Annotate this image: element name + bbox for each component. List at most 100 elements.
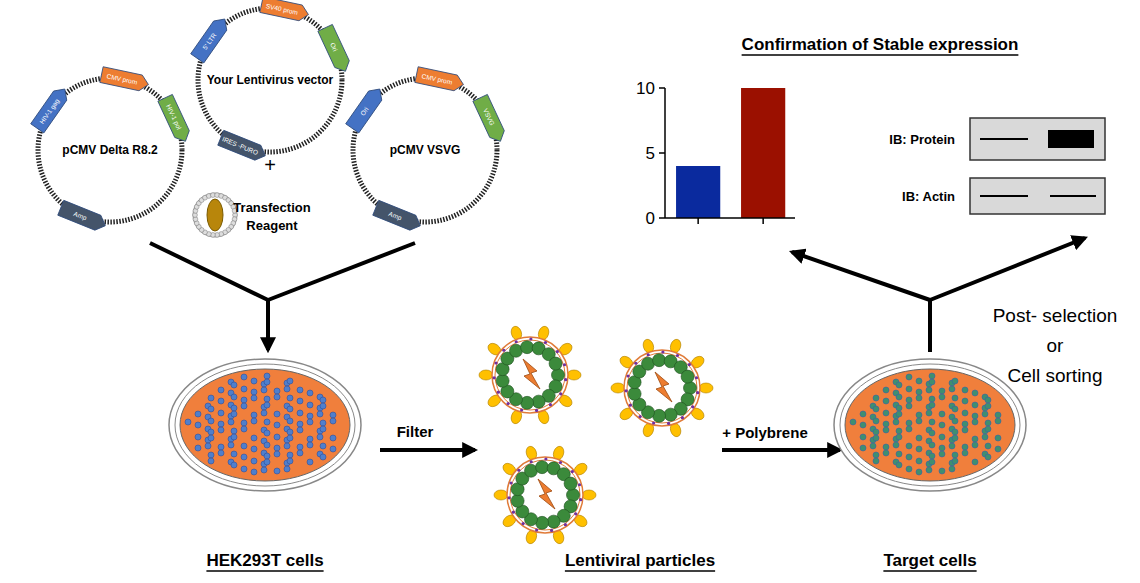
cell [985,443,991,449]
cell [307,402,313,408]
cell [939,468,945,474]
cell [939,422,945,428]
plasmid-name: pCMV Delta R8.2 [62,143,158,157]
cell [307,442,313,448]
envelope [507,457,583,533]
bar-chart: 0510 [636,79,795,228]
matrix-protein [508,496,511,499]
viral-rna [655,372,672,402]
capsid-protein [681,370,694,383]
cell [896,462,902,468]
capsid-protein [552,369,565,382]
cell [287,378,293,384]
cell [251,458,257,464]
cell [860,445,866,451]
arrow [930,238,1085,300]
envelope [510,460,580,530]
cell [297,427,303,433]
arrow [928,300,932,352]
cell [251,378,257,384]
feature-label: HIV-1 gag [38,97,61,126]
y-tick [659,152,665,154]
cell [896,411,902,417]
cell [208,395,214,401]
envelope-protein [582,490,596,500]
cell [284,443,290,449]
cell [995,446,1001,452]
capsid-protein [628,387,641,400]
cell [274,434,280,440]
cell [916,418,922,424]
plasmid-name: Your Lentivirus vector [207,73,334,87]
matrix-protein [515,340,518,343]
cell [274,422,280,428]
cell [883,398,889,404]
cell [208,452,214,458]
cell [906,403,912,409]
cell [896,428,902,434]
cell [251,469,257,475]
cell [962,387,968,393]
matrix-protein [535,528,538,531]
cell [208,418,214,424]
x-tick [762,218,764,224]
cell [870,443,876,449]
cell [297,450,303,456]
cell [195,411,201,417]
cell [906,466,912,472]
cell [985,403,991,409]
underline [742,54,1019,56]
cell [231,382,237,388]
capsid-protein [664,408,677,421]
matrix-protein [688,363,691,366]
cell [929,402,935,408]
cell [939,411,945,417]
feature: IRES -PURO [218,130,268,163]
cell [241,443,247,449]
matrix-protein [517,469,520,472]
cell [916,458,922,464]
cell [995,418,1001,424]
viral-rna [538,479,555,509]
reagent-label: Transfection [233,200,310,215]
plasmid: Your Lentivirus vector5' LTRSV40 promOri… [191,0,353,163]
feature: 5' LTR [191,14,232,62]
cell [883,387,889,393]
cell [185,419,191,425]
cell [926,410,932,416]
arrow [722,448,840,452]
capsid-protein [547,515,560,528]
envelope [492,337,568,413]
feature: Ori [346,84,387,132]
feature-arrow [58,200,108,233]
cell [883,450,889,456]
cell [228,419,234,425]
cell [231,405,237,411]
cell [264,373,270,379]
selection-label: Cell sorting [1007,365,1102,386]
cell [896,382,902,388]
cell [251,395,257,401]
liposome-core [207,199,223,231]
cell [287,395,293,401]
cell [949,443,955,449]
cell [264,453,270,459]
viral-rna [523,359,540,389]
blot: IB: Protein [889,118,1105,160]
cell [929,442,935,448]
envelope-protein [479,370,493,380]
feature-label: IRES -PURO [221,135,259,156]
arrow [268,243,415,300]
cell [916,412,922,418]
cell [251,435,257,441]
cell [307,413,313,419]
cell [274,388,280,394]
cell [985,420,991,426]
matrix-protein [578,483,581,486]
cell [261,387,267,393]
matrix-protein [530,460,533,463]
cell [972,402,978,408]
cell [926,467,932,473]
feature-label: Amp [72,210,88,223]
cell [251,389,257,395]
